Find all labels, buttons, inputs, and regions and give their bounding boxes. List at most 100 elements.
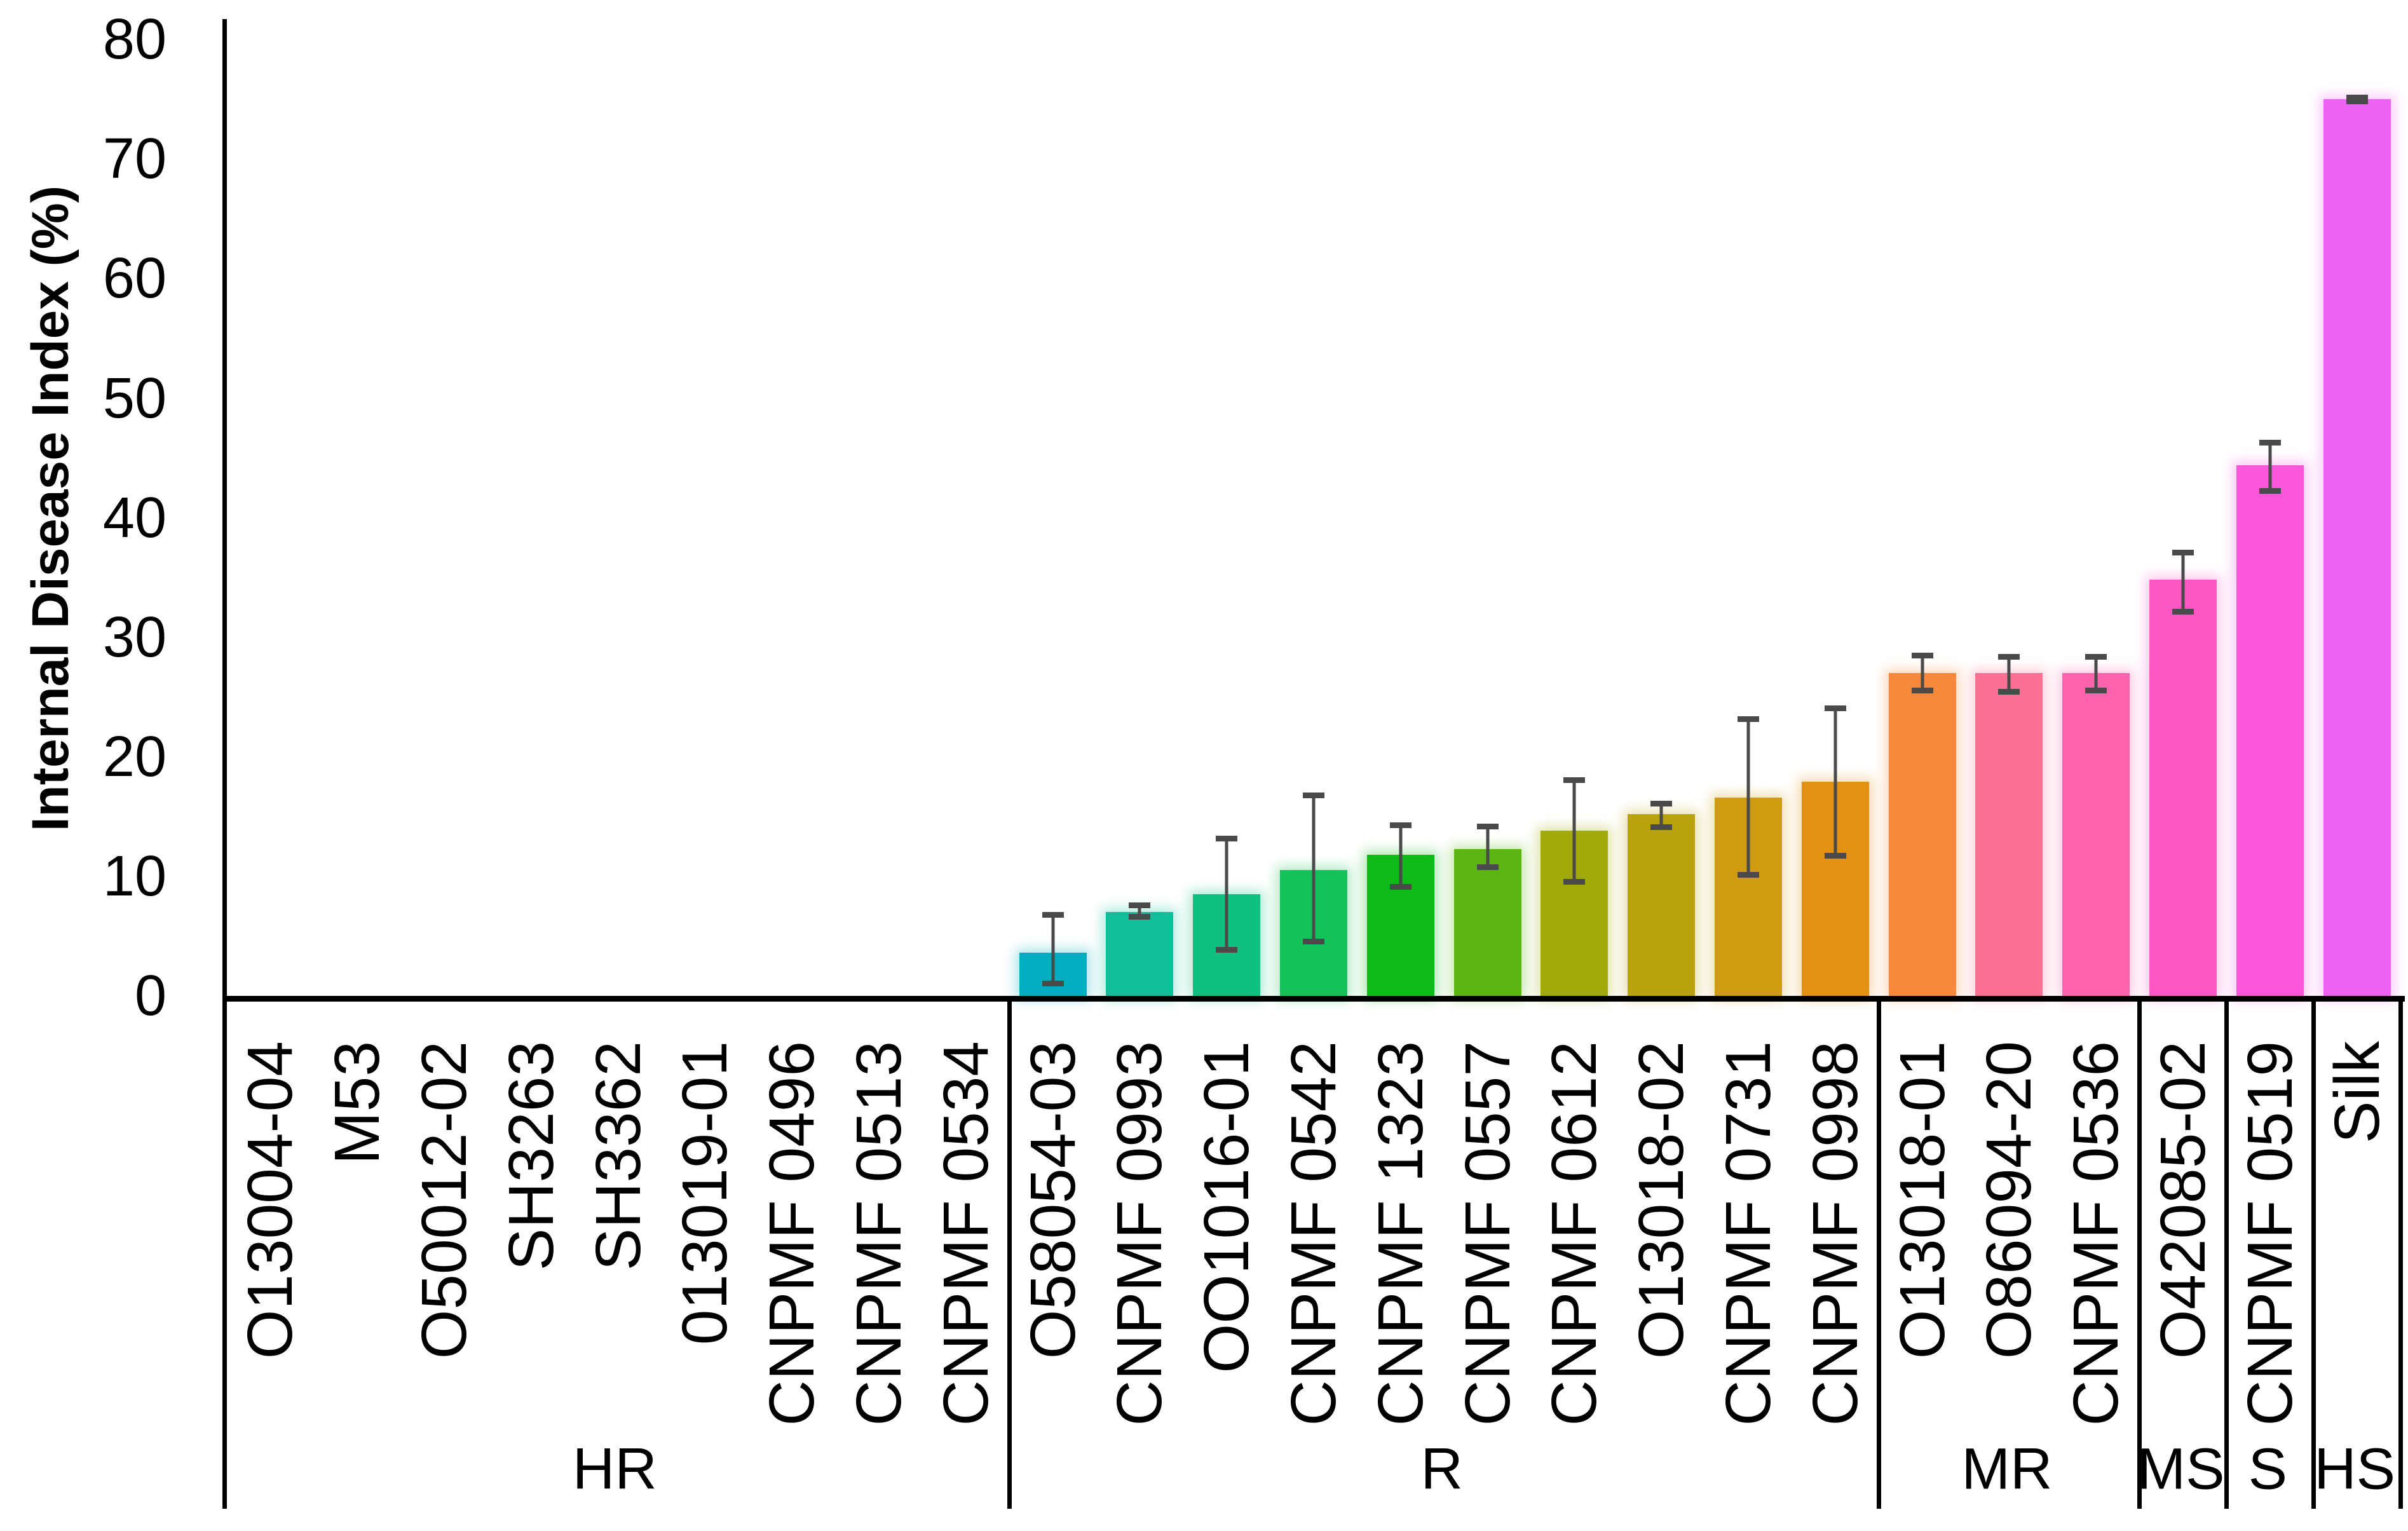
error-bar-bottom-cap [1824, 852, 1846, 859]
error-bar-bottom-cap [1998, 688, 2020, 695]
y-tick-label: 40 [102, 486, 167, 550]
error-bar [2259, 440, 2281, 494]
error-bar [1303, 793, 1324, 945]
error-bar-top-cap [1042, 912, 1064, 918]
error-bar-line [1486, 824, 1490, 871]
x-tick-label: CNPMF 0998 [1799, 1041, 1871, 1426]
error-bar-top-cap [1216, 835, 1238, 841]
x-tick-label: CNPMF 0612 [1539, 1041, 1610, 1426]
group-separator [2398, 996, 2403, 1509]
error-bar-line [1833, 705, 1837, 859]
group-separator [2224, 996, 2229, 1509]
group-separator [2311, 996, 2316, 1509]
error-bar-top-cap [2346, 94, 2368, 100]
error-bar [1738, 716, 1759, 878]
error-bar-top-cap [1389, 822, 1411, 829]
error-bar-top-cap [1563, 777, 1586, 783]
error-bar-top-cap [2085, 654, 2107, 660]
x-tick-label: O58054-03 [1017, 1041, 1089, 1359]
bar [2323, 99, 2391, 996]
error-bar-bottom-cap [1650, 824, 1673, 830]
error-bar [1911, 653, 1933, 694]
error-bar-top-cap [2172, 550, 2194, 556]
y-tick-label: 70 [102, 127, 167, 191]
error-bar-top-cap [1738, 716, 1759, 722]
x-tick-label: CNPMF 0534 [930, 1041, 1002, 1426]
group-label: MR [1961, 1436, 2053, 1502]
x-tick-label: O86094-20 [1973, 1041, 2045, 1359]
error-bar-top-cap [1824, 705, 1846, 711]
group-label: MS [2137, 1436, 2225, 1502]
group-label: R [1420, 1436, 1463, 1502]
error-bar-bottom-cap [2346, 98, 2368, 104]
error-bar [1998, 654, 2020, 695]
error-bar-bottom-cap [1476, 864, 1499, 871]
error-bar-top-cap [1650, 801, 1673, 807]
bar [1628, 814, 1696, 996]
error-bar-bottom-cap [1911, 688, 1933, 694]
x-axis-line [222, 996, 2405, 1002]
error-bar-bottom-cap [2085, 688, 2107, 694]
x-tick-label: Silk [2321, 1041, 2393, 1144]
group-separator [1007, 996, 1012, 1509]
error-bar [1650, 801, 1673, 830]
error-bar [2346, 94, 2368, 104]
error-bar-line [1225, 835, 1228, 953]
error-bar-bottom-cap [1563, 879, 1586, 885]
error-bar [1563, 777, 1586, 885]
x-tick-label: CNPMF 0513 [843, 1041, 915, 1426]
error-bar-top-cap [2259, 440, 2281, 446]
x-tick-label: CNPMF 0496 [756, 1041, 828, 1426]
error-bar-line [2268, 440, 2272, 494]
error-bar [1476, 824, 1499, 871]
error-bar-bottom-cap [2172, 608, 2194, 615]
x-tick-label: CNPMF 0993 [1104, 1041, 1176, 1426]
y-tick-label: 30 [102, 605, 167, 669]
x-tick-label: CNPMF 0536 [2060, 1041, 2132, 1426]
error-bar-line [1051, 912, 1055, 986]
error-bar [2172, 550, 2194, 615]
bar [2062, 673, 2130, 996]
x-tick-label: CNPMF 0519 [2234, 1041, 2306, 1426]
bar [2236, 465, 2304, 996]
x-tick-label: SH3362 [582, 1041, 654, 1271]
error-bar-line [1659, 801, 1663, 830]
x-tick-label: SH3263 [495, 1041, 567, 1271]
error-bar-bottom-cap [2259, 487, 2281, 494]
x-tick-label: O13018-02 [1626, 1041, 1697, 1359]
error-bar-line [1746, 716, 1750, 878]
bar [1106, 912, 1174, 996]
group-label: HS [2314, 1436, 2395, 1502]
y-tick-label: 80 [102, 8, 167, 72]
error-bar-line [2094, 654, 2098, 694]
error-bar-line [1138, 902, 1141, 920]
x-tick-label: CNPMF 1323 [1364, 1041, 1436, 1426]
x-tick-label: M53 [322, 1041, 393, 1165]
x-tick-label: CNPMF 0542 [1278, 1041, 1349, 1426]
error-bar [2085, 654, 2107, 694]
error-bar [1129, 902, 1151, 920]
error-bar-top-cap [1129, 902, 1151, 909]
bar [1888, 673, 1956, 996]
error-bar-top-cap [1998, 654, 2020, 660]
error-bar-line [2007, 654, 2011, 695]
bar [1975, 673, 2043, 996]
group-separator [1876, 996, 1881, 1509]
x-tick-label: OO1016-01 [1191, 1041, 1263, 1373]
y-tick-label: 60 [102, 247, 167, 311]
x-tick-label: CNPMF 0557 [1452, 1041, 1523, 1426]
error-bar-top-cap [1476, 824, 1499, 830]
error-bar-line [2181, 550, 2185, 615]
error-bar [1216, 835, 1238, 953]
error-bar-bottom-cap [1389, 883, 1411, 890]
error-bar-bottom-cap [1216, 947, 1238, 953]
y-tick-label: 20 [102, 725, 167, 789]
x-tick-label: O13018-01 [1886, 1041, 1958, 1359]
error-bar-line [1572, 777, 1576, 885]
error-bar [1824, 705, 1846, 859]
group-separator [2137, 996, 2142, 1509]
error-bar [1042, 912, 1064, 986]
y-tick-label: 0 [134, 964, 167, 1028]
x-tick-label: CNPMF 0731 [1713, 1041, 1784, 1426]
x-tick-label: O50012-02 [409, 1041, 480, 1359]
